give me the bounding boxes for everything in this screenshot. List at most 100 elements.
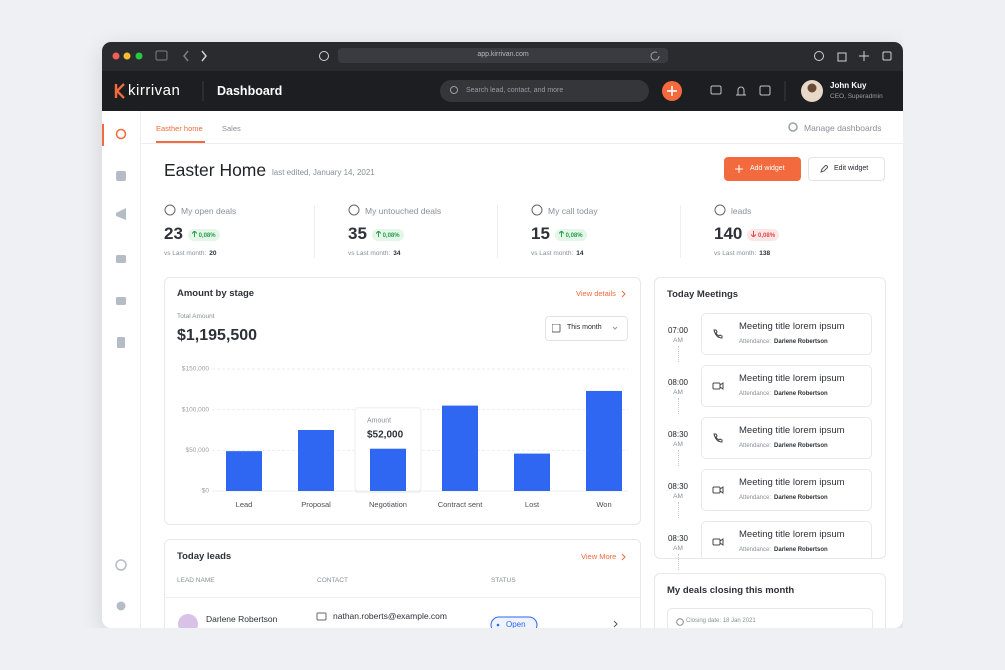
tab-underline <box>156 141 205 143</box>
tab[interactable]: Easther home <box>156 124 203 133</box>
search-placeholder: Search lead, contact, and more <box>466 87 564 94</box>
page-name: Dashboard <box>217 84 283 98</box>
meeting-time: 08:30 <box>667 430 689 439</box>
nav-store[interactable] <box>116 255 126 263</box>
chevron <box>621 553 626 561</box>
meeting-item[interactable] <box>701 469 872 511</box>
nav-help[interactable] <box>115 559 127 571</box>
column-header: STATUS <box>491 577 516 584</box>
new-tab-icon[interactable] <box>859 51 869 61</box>
active-indicator <box>102 124 104 146</box>
leads-card <box>164 539 641 639</box>
meeting-item[interactable] <box>701 365 872 407</box>
icon-shape <box>712 486 721 494</box>
tabs-icon[interactable] <box>882 51 892 61</box>
icon-shape <box>719 486 724 494</box>
clock-icon <box>676 618 684 626</box>
nav-campaigns[interactable] <box>116 208 126 220</box>
total-value: $1,195,500 <box>177 327 258 344</box>
download-icon[interactable] <box>814 51 824 61</box>
header-icons <box>114 80 823 102</box>
url-bar[interactable] <box>338 48 668 63</box>
shield-icon <box>319 51 329 61</box>
attendance: Attendance: Darlene Robertson <box>739 443 828 449</box>
meeting-period: AM <box>673 389 683 396</box>
attendee: Darlene Robertson <box>774 495 828 501</box>
min-dot[interactable] <box>123 52 131 60</box>
stat-label: My call today <box>548 206 598 216</box>
y-tick-label: $100,000 <box>182 406 209 413</box>
vs-value: 20 <box>209 250 217 257</box>
row-chevron[interactable] <box>613 620 618 628</box>
stat-icon <box>348 204 360 216</box>
x-tick-label: Lead <box>236 500 253 509</box>
forward-icon[interactable] <box>201 50 207 62</box>
reload-icon[interactable] <box>650 51 660 61</box>
user-name: John Kuy <box>830 81 867 90</box>
meeting-time: 08:00 <box>667 378 689 387</box>
y-tick-label: $150,000 <box>182 366 209 373</box>
change-badge: 0,08% <box>747 228 780 241</box>
bar <box>586 390 622 491</box>
stat-value: 35 0,08% <box>348 224 404 244</box>
meeting-title: Meeting title lorem ipsum <box>739 425 845 436</box>
view-more-link[interactable]: View More <box>581 552 617 561</box>
max-dot[interactable] <box>135 52 143 60</box>
calendar-icon[interactable] <box>759 85 771 96</box>
tab[interactable]: Sales <box>222 124 241 133</box>
meeting-title: Meeting title lorem ipsum <box>739 529 845 540</box>
icon-shape <box>164 204 176 216</box>
chat-icon[interactable] <box>710 85 722 95</box>
page-title: Easter Home <box>164 160 267 180</box>
lead-status: Open <box>506 620 526 629</box>
meeting-period: AM <box>673 545 683 552</box>
browser-controls <box>112 48 892 63</box>
timeline-dots <box>678 346 679 362</box>
search-box[interactable] <box>440 80 649 102</box>
sidebar <box>102 111 141 628</box>
share-icon[interactable] <box>837 52 847 62</box>
change-badge: 0,08% <box>371 228 404 241</box>
nav-deals[interactable] <box>116 297 126 305</box>
nav-reports[interactable] <box>117 337 125 348</box>
icon-shape <box>713 329 723 339</box>
sidebar-icon[interactable] <box>155 50 168 61</box>
change-badge: 0,08% <box>554 228 587 241</box>
back-icon[interactable] <box>183 50 189 62</box>
bell-icon[interactable] <box>736 86 746 96</box>
meeting-item[interactable] <box>701 313 872 355</box>
stat-divider <box>497 205 498 258</box>
vs-value: 34 <box>393 250 401 257</box>
icon-shape <box>714 204 726 216</box>
nav-dashboard[interactable] <box>115 128 127 140</box>
icon-shape <box>719 382 724 390</box>
change-badge: 0,08% <box>187 228 220 241</box>
meeting-item[interactable] <box>701 417 872 459</box>
url-text: app.kirrivan.com <box>477 51 529 58</box>
timeline-dots <box>678 554 679 570</box>
tooltip-title: Amount <box>367 418 391 425</box>
period-dropdown[interactable] <box>545 316 628 341</box>
meeting-period: AM <box>673 441 683 448</box>
phone-icon <box>713 329 723 339</box>
change-text: 0,08% <box>565 232 583 239</box>
table-line <box>165 597 640 598</box>
vs-value: 138 <box>759 250 771 257</box>
nav-contacts[interactable] <box>116 171 126 181</box>
video-icon <box>712 538 724 546</box>
timeline-dots <box>678 450 679 466</box>
plus-icon <box>735 165 743 173</box>
icon-shape <box>531 204 543 216</box>
timeline-dots <box>678 398 679 414</box>
gear-icon <box>788 122 798 132</box>
manage-dashboards[interactable]: Manage dashboards <box>804 123 882 133</box>
icon-shape <box>719 538 724 546</box>
edit-widget-button[interactable] <box>808 157 885 181</box>
stat-icon <box>531 204 543 216</box>
view-details-link[interactable]: View details <box>576 289 616 298</box>
close-dot[interactable] <box>112 52 120 60</box>
meeting-item[interactable] <box>701 521 872 558</box>
vs-last-month: vs Last month: 138 <box>714 250 771 257</box>
nav-settings[interactable] <box>116 601 126 611</box>
